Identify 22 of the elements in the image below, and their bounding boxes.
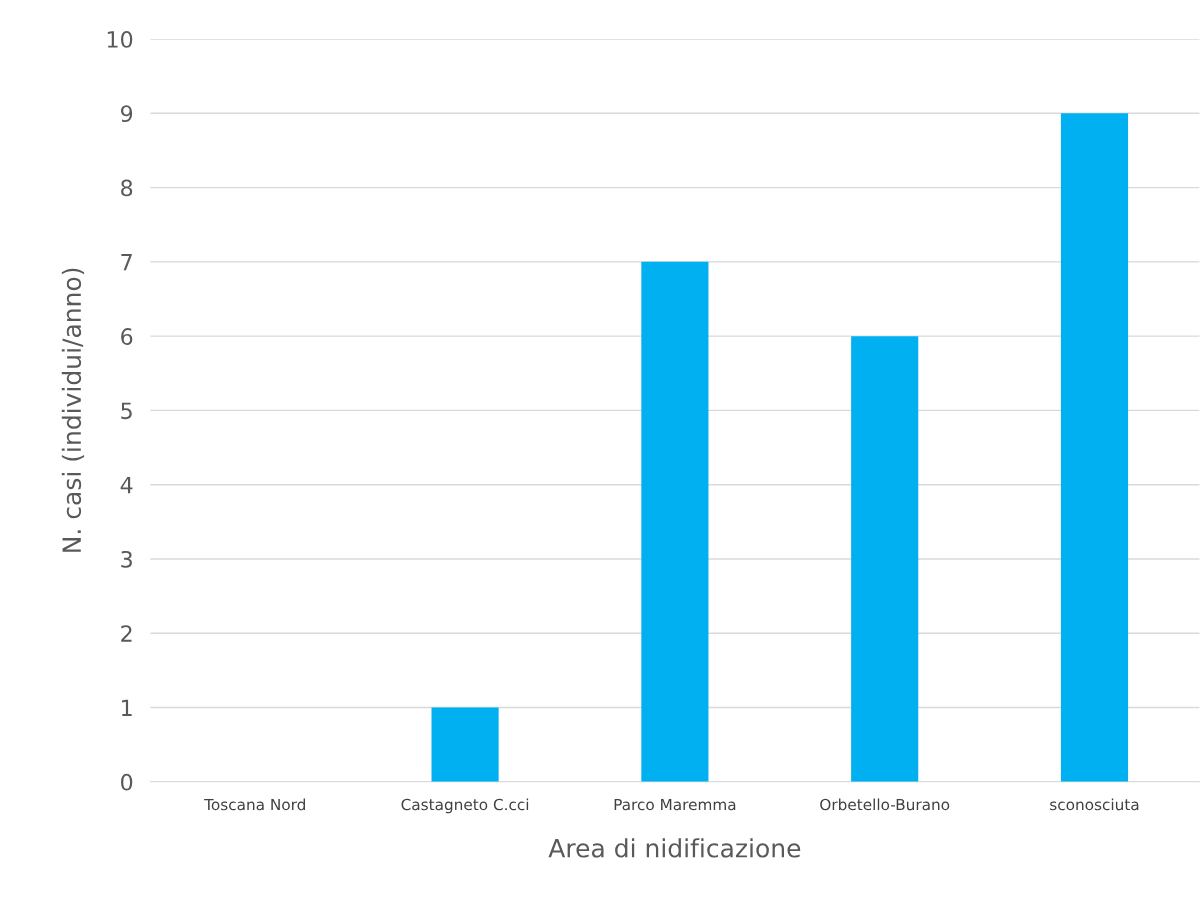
y-tick-label: 1 bbox=[122, 699, 132, 716]
x-axis-title: Area di nidificazione bbox=[548, 838, 801, 858]
y-tick-label: 10 bbox=[107, 30, 133, 48]
bar bbox=[641, 261, 709, 782]
y-tick-label: 7 bbox=[121, 254, 132, 271]
x-tick-label: sconosciuta bbox=[1050, 798, 1139, 811]
y-tick-label: 2 bbox=[121, 625, 132, 642]
bar bbox=[1060, 113, 1129, 782]
y-tick-label: 6 bbox=[121, 328, 133, 345]
bar bbox=[851, 336, 919, 782]
x-tick-label: Parco Maremma bbox=[614, 798, 736, 811]
y-tick-label: 9 bbox=[120, 105, 133, 123]
y-tick-label: 5 bbox=[121, 402, 132, 420]
bar bbox=[431, 707, 499, 782]
x-tick-label: Toscana Nord bbox=[204, 798, 305, 811]
x-tick-label: Castagneto C.cci bbox=[401, 798, 529, 814]
y-tick-label: 8 bbox=[121, 179, 133, 197]
x-tick-label: Orbetello-Burano bbox=[820, 798, 950, 811]
y-tick-label: 0 bbox=[121, 773, 133, 791]
y-tick-label: 3 bbox=[121, 550, 132, 568]
y-tick-label: 4 bbox=[120, 476, 133, 494]
y-axis-title: N. casi (individui/anno) bbox=[61, 268, 85, 552]
